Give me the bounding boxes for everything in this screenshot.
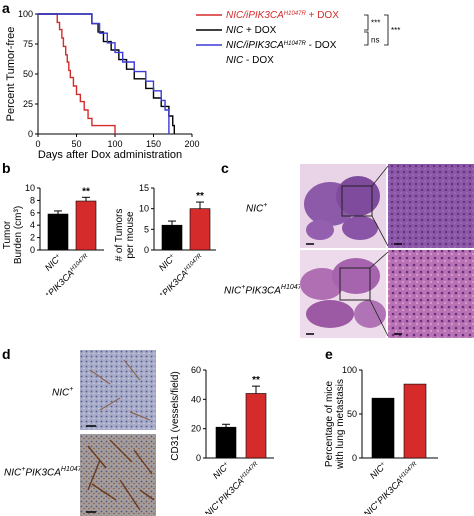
- tumor-burden-y-tick-label: 0: [30, 245, 35, 255]
- tumors-per-mouse-bar-0: [161, 224, 183, 251]
- tumors-per-mouse-bar-1: [189, 208, 211, 251]
- tumors-per-mouse-y-tick-label: 10: [139, 204, 149, 214]
- survival-line-1: [38, 13, 175, 134]
- panel-label-e: e: [325, 346, 333, 362]
- tumor-burden-y-tick-label: 4: [30, 220, 35, 230]
- cd31-annotation: **: [252, 375, 260, 386]
- tumors-per-mouse-ylabel-2: per mouse: [125, 211, 136, 259]
- tumors-per-mouse-category-label-0: NIC+: [157, 252, 178, 273]
- tumors-per-mouse-ylabel-1: # of Tumors: [114, 209, 125, 262]
- cd31-bar-0: [215, 426, 237, 459]
- lung-metastasis-bar-0: [371, 397, 395, 459]
- d-row1-label: NIC+: [52, 386, 74, 399]
- panel-label-a: a: [2, 0, 10, 16]
- tumor-burden-category-label-0: NIC+: [43, 252, 64, 273]
- sig-label-0: ***: [371, 19, 380, 28]
- ihc-image-nicpik: [80, 434, 156, 516]
- sig-label-1: ns: [371, 36, 379, 45]
- survival-y-tick-label: 75: [23, 39, 33, 49]
- survival-lines: [38, 13, 175, 134]
- survival-significance: *** ns ***: [364, 14, 400, 46]
- tumors-per-mouse-chart: # of Tumors per mouse 0 5 10 15 NIC+ ** NIC+PI…: [114, 183, 216, 295]
- cd31-y-tick-label: 20: [191, 424, 201, 434]
- tumors-per-mouse-annotation: **: [196, 191, 204, 202]
- survival-x-tick-label: 200: [184, 139, 199, 149]
- d-row2-label: NIC+PIK3CAH1047R: [4, 466, 87, 479]
- cd31-ihc-images: [80, 350, 156, 516]
- survival-y-tick-label: 25: [23, 99, 33, 109]
- tumor-burden-y-tick-label: 8: [30, 195, 35, 205]
- tumor-burden-annotation: **: [82, 186, 90, 197]
- survival-x-tick-label: 50: [71, 139, 81, 149]
- survival-y-tick-label: 100: [18, 9, 33, 19]
- lung-metastasis-y-tick-label: 100: [342, 365, 357, 375]
- survival-x-tick-label: 150: [146, 139, 161, 149]
- cd31-category-label-1: NIC+PIK3CAH1047R: [203, 460, 262, 514]
- cd31-bar-1: [245, 393, 267, 459]
- lung-metastasis-ylabel-2: with lung metastasis: [335, 379, 346, 470]
- tumor-burden-bar-1: [75, 200, 97, 251]
- cd31-y-tick-label: 40: [191, 394, 201, 404]
- tumor-burden-y-tick-label: 2: [30, 233, 35, 243]
- survival-x-tick-label: 0: [35, 139, 40, 149]
- lung-metastasis-ylabel-1: Percentage of mice: [324, 380, 335, 467]
- survival-x-tick-label: 100: [107, 139, 122, 149]
- legend-entry-0: NIC/iPIK3CAH1047R + DOX: [226, 10, 339, 21]
- survival-legend: NIC/iPIK3CAH1047R + DOX NIC + DOX NIC/iPIK…: [196, 10, 339, 66]
- tumors-per-mouse-y-tick-label: 15: [139, 183, 149, 193]
- cd31-y-tick-label: 0: [196, 453, 201, 463]
- panel-label-b: b: [2, 160, 11, 176]
- lung-metastasis-y-tick-label: 50: [347, 409, 357, 419]
- cd31-category-label-0: NIC+: [211, 460, 232, 481]
- lung-metastasis-bar-1: [403, 383, 427, 459]
- lung-metastasis-y-tick-label: 0: [352, 453, 357, 463]
- legend-entry-2: NIC/iPIK3CAH1047R - DOX: [226, 40, 337, 51]
- survival-line-2: [38, 13, 170, 134]
- survival-y-tick-label: 0: [28, 129, 33, 139]
- survival-line-0: [38, 13, 116, 134]
- sig-bracket-1: [364, 31, 369, 46]
- sig-label-2: ***: [391, 26, 400, 35]
- tumor-burden-bar-0: [47, 213, 69, 251]
- lung-metastasis-category-label-0: NIC+: [368, 460, 389, 481]
- c-row1-label: NIC+: [246, 202, 268, 215]
- tumor-burden-ylabel-1: Tumor: [2, 220, 13, 249]
- tumor-burden-ylabel-2: Burden (cm³): [13, 206, 24, 264]
- cd31-y-tick-label: 60: [191, 365, 201, 375]
- cd31-ylabel: CD31 (vessels/field): [170, 371, 181, 460]
- tumors-per-mouse-y-tick-label: 0: [144, 245, 149, 255]
- tumors-per-mouse-category-label-1: NIC+PIK3CAH1047R: [147, 252, 206, 295]
- survival-axes: 0 25 50 75 100 0 50 100 150 200: [18, 9, 200, 149]
- cd31-chart: CD31 (vessels/field) 0 20 40 60 NIC+ ** NIC+PI…: [170, 365, 274, 514]
- tumors-per-mouse-y-tick-label: 5: [144, 224, 149, 234]
- legend-entry-1: NIC + DOX: [226, 25, 277, 36]
- legend-entry-3: NIC - DOX: [226, 55, 274, 66]
- survival-chart: Percent Tumor-free Days after Dox admini…: [5, 9, 400, 161]
- lung-metastasis-category-label-1: NIC+PIK3CAH1047R: [362, 460, 421, 514]
- tumor-burden-y-tick-label: 10: [25, 183, 35, 193]
- tumor-burden-category-label-1: NIC+PIK3CAH1047R: [33, 252, 92, 295]
- c-row2-label: NIC+PIK3CAH1047R: [224, 284, 307, 297]
- tumor-burden-chart: Tumor Burden (cm³) 0 2 4 6 8 10 NIC+ ** NIC+PIK3…: [2, 183, 104, 295]
- sig-bracket-0: [364, 14, 369, 31]
- sig-bracket-2: [384, 14, 389, 46]
- ihc-image-nic: [80, 350, 156, 430]
- panel-label-c: c: [221, 160, 229, 176]
- survival-y-tick-label: 50: [23, 69, 33, 79]
- survival-xlabel: Days after Dox administration: [38, 149, 182, 161]
- tumor-burden-y-tick-label: 6: [30, 208, 35, 218]
- panel-label-d: d: [2, 346, 11, 362]
- he-histology-images: [300, 164, 474, 338]
- survival-ylabel: Percent Tumor-free: [5, 27, 17, 122]
- lung-metastasis-chart: Percentage of mice with lung metastasis …: [324, 365, 438, 514]
